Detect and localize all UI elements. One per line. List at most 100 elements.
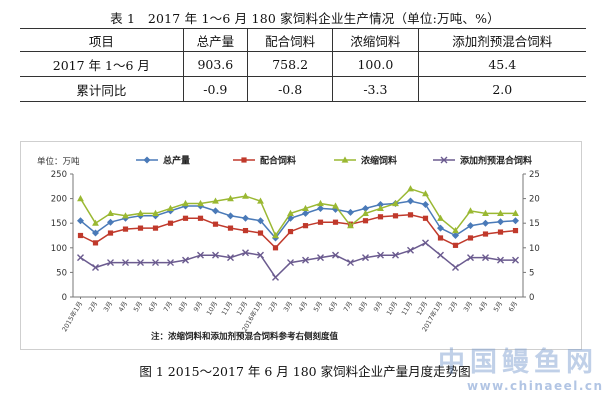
x-tick-label: 6月 [147,300,159,313]
data-point-series-3 [497,209,504,216]
data-point-series-2 [452,242,459,248]
data-point-series-2 [212,221,219,227]
table-cell: -0.8 [247,76,334,102]
data-point-series-2 [377,214,384,220]
x-tick-label: 2月 [447,300,459,313]
data-point-series-3 [302,204,309,212]
table-header-cell: 配合饲料 [247,28,334,52]
x-tick-label: 9月 [372,300,384,313]
data-point-series-4 [257,251,264,259]
data-point-series-2 [182,215,189,221]
data-point-series-2 [362,218,369,224]
data-point-series-2 [467,235,474,241]
table-cell: -3.3 [332,76,419,102]
data-point-series-2 [77,232,84,239]
data-point-series-4 [167,259,174,267]
x-tick-label: 5月 [312,300,324,313]
table-cell: 45.4 [417,51,586,77]
x-tick-label: 10月 [385,300,399,317]
y-tick-label-left: 50 [56,268,67,278]
figure-caption: 图 1 2015～2017 年 6 月 180 家饲料企业产量月度走势图 [139,364,471,379]
data-point-series-4 [512,256,519,264]
data-point-series-3 [77,195,84,202]
data-point-series-3 [287,209,294,216]
table-cell: 累计同比 [20,76,184,102]
data-point-series-4 [347,259,354,267]
data-point-series-3 [107,209,114,216]
data-point-series-2 [287,228,294,235]
table-cell: 2017 年 1～6 月 [20,51,184,77]
y-tick-label-right: 5 [529,268,534,278]
data-point-series-4 [227,254,234,262]
y-tick-label-right: 20 [529,195,540,205]
data-point-series-3 [407,185,414,192]
x-tick-label: 11月 [400,300,414,317]
data-point-series-3 [257,197,264,204]
x-tick-label: 12月 [235,300,249,317]
y-tick-label-left: 250 [51,170,67,180]
data-point-series-3 [467,207,474,214]
x-tick-label: 5月 [492,300,504,313]
data-point-series-2 [227,225,234,231]
y-tick-label-left: 200 [51,195,67,205]
data-point-series-4 [152,259,159,267]
data-point-series-2 [422,215,429,221]
data-point-series-2 [512,227,519,234]
data-point-series-3 [122,212,129,219]
data-point-series-1 [452,232,459,239]
data-point-series-1 [77,217,84,225]
data-point-series-4 [407,246,414,254]
y-tick-label-right: 25 [529,170,540,180]
data-point-series-1 [332,205,339,213]
data-point-series-4 [122,259,129,267]
data-point-series-2 [257,230,264,236]
data-point-series-1 [347,208,354,216]
data-point-series-2 [92,240,99,246]
data-point-series-3 [152,209,159,216]
data-point-series-3 [377,204,384,212]
data-point-series-4 [197,251,204,259]
data-point-series-1 [497,218,504,226]
data-point-series-2 [302,223,309,229]
data-point-series-4 [332,251,339,259]
table-header-row: 项目 总产量 配合饲料 浓缩饲料 添加剂预混合饲料 [20,28,586,52]
data-point-series-3 [392,199,399,207]
data-point-series-1 [257,217,264,225]
data-point-series-1 [302,209,309,217]
data-point-series-1 [107,218,114,226]
data-point-series-2 [497,229,504,235]
data-point-series-2 [152,225,159,231]
data-point-series-2 [107,230,114,236]
data-point-series-3 [437,214,444,221]
data-point-series-3 [167,204,174,212]
x-tick-label: 8月 [177,300,189,313]
table-cell: 903.6 [182,51,249,77]
table-header-cell: 添加剂预混合饲料 [417,28,586,52]
data-point-series-3 [452,226,459,234]
data-point-series-4 [137,259,144,267]
x-tick-label: 2015年1月 [60,300,85,334]
y-tick-label-left: 150 [51,219,67,229]
table-cell: 100.0 [332,51,419,77]
x-tick-label: 3月 [282,300,294,313]
data-point-series-2 [407,212,414,218]
data-point-series-3 [92,219,99,226]
data-point-series-4 [302,256,309,264]
data-point-series-1 [407,197,414,205]
data-point-series-1 [242,214,249,222]
data-point-series-3 [182,199,189,207]
data-point-series-2 [167,220,174,226]
data-point-series-3 [272,231,279,239]
x-tick-label: 8月 [357,300,369,313]
table-row: 累计同比 -0.9 -0.8 -3.3 2.0 [20,76,586,102]
x-tick-label: 5月 [132,300,144,313]
data-point-series-3 [362,209,369,216]
data-point-series-3 [422,190,429,197]
table-header-cell: 项目 [20,28,184,52]
x-tick-label: 6月 [507,300,519,313]
x-tick-label: 11月 [220,300,234,317]
data-point-series-4 [482,254,489,262]
data-point-series-2 [437,235,444,241]
data-point-series-3 [512,209,519,216]
